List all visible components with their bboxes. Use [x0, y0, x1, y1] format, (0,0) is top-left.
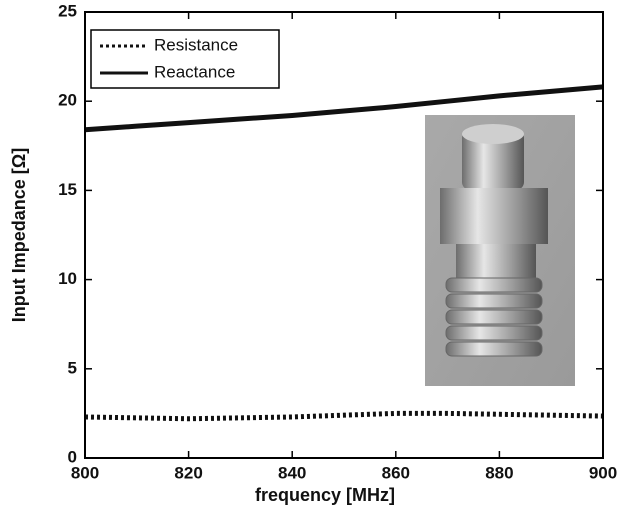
legend-label: Resistance — [154, 35, 238, 54]
legend-box — [90, 29, 280, 89]
y-tick-label: 15 — [58, 180, 77, 199]
series-line — [84, 410, 604, 422]
x-tick-label: 800 — [71, 463, 99, 482]
legend-label: Reactance — [154, 62, 235, 81]
x-tick-label: 860 — [382, 463, 410, 482]
x-tick-label: 820 — [174, 463, 202, 482]
y-tick-label: 10 — [58, 269, 77, 288]
y-tick-label: 25 — [58, 1, 77, 20]
y-tick-label: 20 — [58, 91, 77, 110]
inset-photo — [425, 115, 575, 386]
x-axis-label: frequency [MHz] — [255, 485, 395, 505]
y-tick-label: 0 — [68, 447, 77, 466]
x-tick-label: 840 — [278, 463, 306, 482]
plot-frame — [84, 11, 604, 459]
y-axis-label: Input Impedance [Ω] — [9, 148, 29, 322]
y-tick-label: 5 — [68, 358, 77, 377]
x-tick-label: 900 — [589, 463, 617, 482]
series-line — [84, 84, 604, 133]
x-tick-label: 880 — [485, 463, 513, 482]
